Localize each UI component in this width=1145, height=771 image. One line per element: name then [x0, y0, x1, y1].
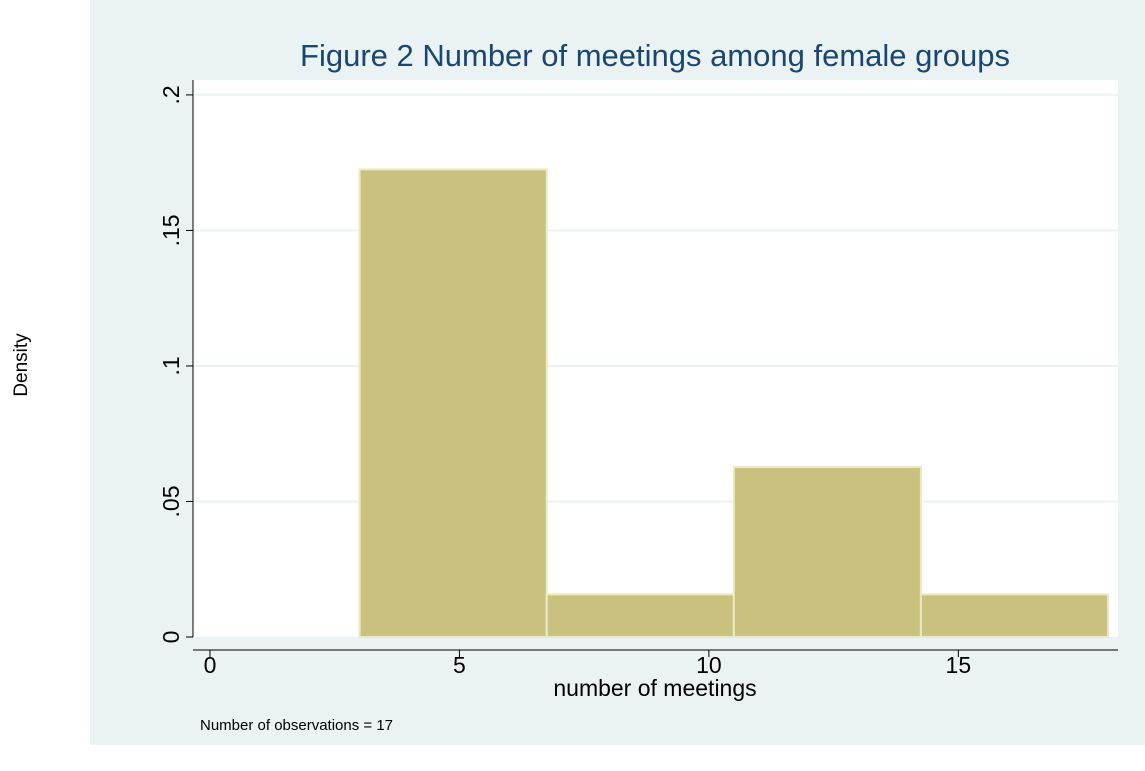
- x-tick-label: 0: [204, 652, 217, 678]
- y-tick-label: .15: [158, 214, 184, 246]
- bar: [545, 593, 735, 638]
- x-tick-label: 10: [696, 652, 722, 678]
- y-tick-label: .2: [158, 85, 184, 104]
- x-axis-label: number of meetings: [553, 675, 756, 701]
- plot-region: [193, 80, 1118, 637]
- chart-title: Figure 2 Number of meetings among female…: [300, 38, 1010, 73]
- note: Number of observations = 17: [200, 717, 393, 734]
- y-tick-label: 0: [158, 631, 184, 644]
- y-tick-label: .05: [158, 485, 184, 517]
- y-axis-label: Density: [11, 333, 32, 397]
- x-tick-label: 15: [946, 652, 972, 678]
- bar: [919, 593, 1110, 638]
- bar: [732, 466, 922, 638]
- x-tick-label: 5: [453, 652, 466, 678]
- y-tick-label: .1: [158, 356, 184, 375]
- bar: [358, 168, 548, 638]
